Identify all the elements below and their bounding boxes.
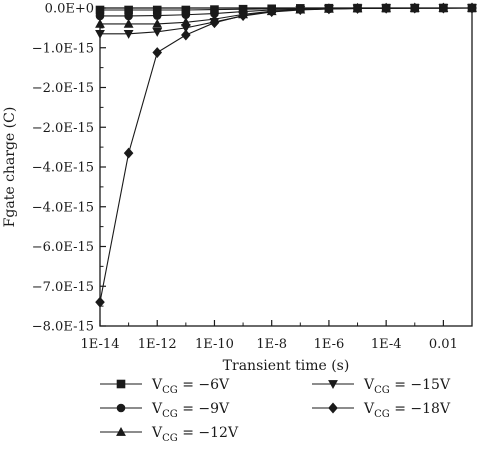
legend-label-rest: = −12V (178, 425, 239, 441)
y-axis-title: Fgate charge (C) (2, 107, 18, 228)
y-tick-label: −7.0E-15 (32, 280, 94, 295)
data-point (181, 29, 191, 41)
legend-label-sub: CG (374, 385, 390, 396)
data-point (152, 11, 162, 20)
x-tick-label: 1E-14 (81, 337, 120, 352)
data-point (266, 6, 277, 18)
x-tick-label: 0.01 (429, 337, 458, 352)
data-point (180, 23, 191, 33)
legend-marker (116, 426, 126, 436)
legend-item: VCG = −6V (100, 377, 230, 396)
series-group (95, 2, 477, 308)
legend-item: VCG = −15V (312, 377, 451, 396)
data-point (123, 29, 134, 39)
legend-item: VCG = −9V (100, 401, 230, 420)
legend-marker (116, 379, 126, 389)
data-point (123, 147, 134, 159)
legend-label-main: V (363, 377, 375, 393)
legend-label: VCG = −15V (363, 377, 451, 396)
data-point (123, 18, 134, 28)
legend-label: VCG = −18V (363, 401, 451, 420)
data-point (152, 27, 163, 37)
series-0 (95, 3, 477, 15)
x-axis-title: Transient time (s) (223, 358, 350, 374)
legend-marker (328, 380, 338, 390)
legend-label-main: V (363, 401, 375, 417)
legend-label-main: V (151, 425, 163, 441)
data-point (324, 3, 334, 15)
legend-label-sub: CG (162, 385, 178, 396)
y-tick-label: −4.0E-15 (32, 200, 94, 215)
data-point (238, 10, 248, 22)
y-tick-label: −6.0E-15 (32, 240, 94, 255)
x-tick-label: 1E-10 (195, 337, 234, 352)
x-tick-label: 1E-4 (371, 337, 402, 352)
y-tick-labels: 0.0E+0 −1.0E-15 −2.0E-15 −2.0E-15 −4.0E-15 −4… (32, 2, 94, 335)
data-point (209, 17, 220, 29)
y-tick-label: −4.0E-15 (32, 161, 94, 176)
series-4 (95, 2, 477, 308)
legend-label-rest: = −18V (390, 401, 451, 417)
y-tick-label: −8.0E-15 (32, 320, 94, 335)
x-tick-labels: 1E-14 1E-12 1E-10 1E-8 1E-6 1E-4 0.01 (81, 337, 458, 352)
legend-marker (328, 402, 338, 414)
legend-label-rest: = −15V (390, 377, 451, 393)
legend-item: VCG = −12V (100, 425, 239, 444)
x-tick-label: 1E-12 (138, 337, 177, 352)
y-tick-label: 0.0E+0 (45, 2, 94, 17)
data-point (152, 18, 163, 28)
legend-label: VCG = −9V (151, 401, 230, 420)
x-tick-label: 1E-6 (314, 337, 345, 352)
data-point (152, 47, 163, 58)
legend-label-rest: = −6V (178, 377, 230, 393)
legend-label-main: V (151, 377, 163, 393)
data-point (124, 11, 133, 21)
legend-marker (116, 403, 126, 413)
y-tick-label: −2.0E-15 (32, 81, 94, 96)
legend-label-sub: CG (162, 433, 178, 444)
legend-item: VCG = −18V (312, 401, 451, 420)
legend-label-main: V (151, 401, 163, 417)
legend-label-rest: = −9V (178, 401, 230, 417)
y-tick-label: −1.0E-15 (32, 41, 94, 56)
legend-label: VCG = −6V (151, 377, 230, 396)
legend-label: VCG = −12V (151, 425, 239, 444)
legend-label-sub: CG (374, 409, 390, 420)
x-tick-label: 1E-8 (256, 337, 287, 352)
legend-label-sub: CG (162, 409, 178, 420)
y-tick-label: −2.0E-15 (32, 121, 94, 136)
plot-frame (99, 7, 473, 327)
